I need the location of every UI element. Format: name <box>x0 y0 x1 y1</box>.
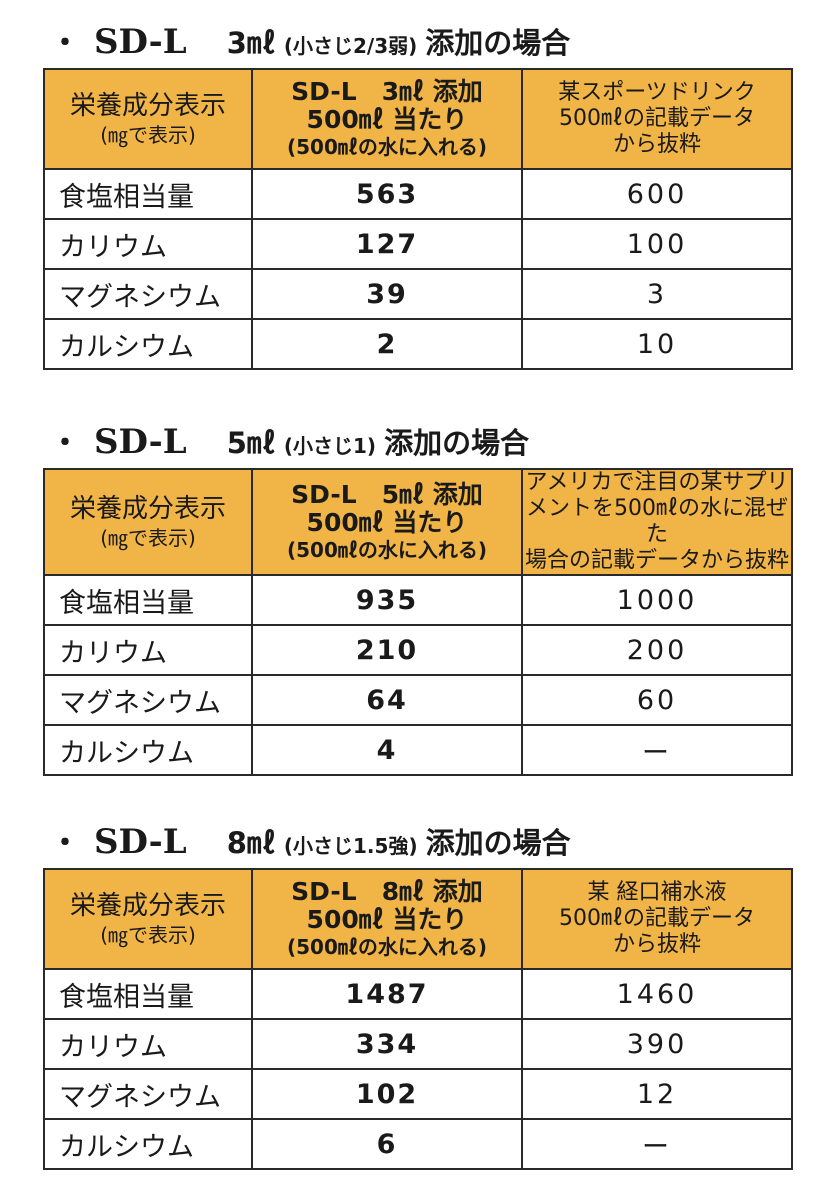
compare-value: 60 <box>521 674 793 726</box>
amount: 3㎖ <box>226 26 276 60</box>
section-title: ・ SD-L 5㎖ (小さじ1) 添加の場合 <box>50 418 529 462</box>
sdl-value: 563 <box>251 168 523 220</box>
nutrient-label: カルシウム <box>43 1118 253 1170</box>
nutrient-label: カリウム <box>43 218 253 270</box>
compare-value: 600 <box>521 168 793 220</box>
header-compare-col: 某スポーツドリンク 500㎖の記載データ から抜粋 <box>521 68 793 170</box>
header-sdl-col: SD-L 5㎖ 添加 500㎖ 当たり (500㎖の水に入れる) <box>251 468 523 576</box>
table-header-row: 栄養成分表示 (㎎で表示) SD-L 8㎖ 添加 500㎖ 当たり (500㎖の… <box>43 868 793 970</box>
sdl-value: 4 <box>251 724 523 776</box>
header-sdl-col: SD-L 8㎖ 添加 500㎖ 当たり (500㎖の水に入れる) <box>251 868 523 970</box>
sdl-value: 6 <box>251 1118 523 1170</box>
spoon-note: (小さじ2/3弱) <box>283 34 418 58</box>
nutrient-label: 食塩相当量 <box>43 968 253 1020</box>
sdl-value: 64 <box>251 674 523 726</box>
table-row: 食塩相当量 935 1000 <box>43 574 793 626</box>
table-row: 食塩相当量 1487 1460 <box>43 968 793 1020</box>
nutrient-label: カルシウム <box>43 318 253 370</box>
product-name: SD-L <box>94 422 187 462</box>
sdl-value: 102 <box>251 1068 523 1120</box>
header-label-col: 栄養成分表示 (㎎で表示) <box>43 468 253 576</box>
table-row: マグネシウム 39 3 <box>43 268 793 320</box>
sdl-value: 210 <box>251 624 523 676</box>
sdl-value: 935 <box>251 574 523 626</box>
compare-value: 390 <box>521 1018 793 1070</box>
nutrient-label: マグネシウム <box>43 1068 253 1120</box>
spoon-note: (小さじ1) <box>283 434 377 458</box>
product-name: SD-L <box>94 22 187 62</box>
header-label-col: 栄養成分表示 (㎎で表示) <box>43 68 253 170</box>
nutrient-label: マグネシウム <box>43 268 253 320</box>
table-row: カリウム 127 100 <box>43 218 793 270</box>
table-row: カリウム 334 390 <box>43 1018 793 1070</box>
nutrient-label: 食塩相当量 <box>43 168 253 220</box>
section-title: ・ SD-L 3㎖ (小さじ2/3弱) 添加の場合 <box>50 18 570 62</box>
header-compare-col: 某 経口補水液 500㎖の記載データ から抜粋 <box>521 868 793 970</box>
nutrition-table: 栄養成分表示 (㎎で表示) SD-L 8㎖ 添加 500㎖ 当たり (500㎖の… <box>43 868 793 1170</box>
nutrition-table: 栄養成分表示 (㎎で表示) SD-L 5㎖ 添加 500㎖ 当たり (500㎖の… <box>43 468 793 776</box>
compare-value: 200 <box>521 624 793 676</box>
spoon-note: (小さじ1.5強) <box>283 834 418 858</box>
compare-value: 1460 <box>521 968 793 1020</box>
bullet: ・ <box>50 26 80 61</box>
nutrient-label: カリウム <box>43 1018 253 1070</box>
sdl-value: 127 <box>251 218 523 270</box>
nutrient-label: 食塩相当量 <box>43 574 253 626</box>
title-suffix: 添加の場合 <box>425 26 571 60</box>
compare-value: 100 <box>521 218 793 270</box>
compare-value: 10 <box>521 318 793 370</box>
sdl-value: 334 <box>251 1018 523 1070</box>
nutrition-table: 栄養成分表示 (㎎で表示) SD-L 3㎖ 添加 500㎖ 当たり (500㎖の… <box>43 68 793 370</box>
header-sdl-col: SD-L 3㎖ 添加 500㎖ 当たり (500㎖の水に入れる) <box>251 68 523 170</box>
table-row: カリウム 210 200 <box>43 624 793 676</box>
amount: 8㎖ <box>226 826 276 860</box>
compare-value: 3 <box>521 268 793 320</box>
section-title: ・ SD-L 8㎖ (小さじ1.5強) 添加の場合 <box>50 818 571 862</box>
table-row: マグネシウム 64 60 <box>43 674 793 726</box>
nutrient-label: マグネシウム <box>43 674 253 726</box>
table-row: カルシウム 6 ー <box>43 1118 793 1170</box>
compare-value: ー <box>521 1118 793 1170</box>
table-header-row: 栄養成分表示 (㎎で表示) SD-L 5㎖ 添加 500㎖ 当たり (500㎖の… <box>43 468 793 576</box>
table-row: マグネシウム 102 12 <box>43 1068 793 1120</box>
table-row: カルシウム 2 10 <box>43 318 793 370</box>
compare-value: 1000 <box>521 574 793 626</box>
sdl-value: 2 <box>251 318 523 370</box>
header-compare-col: アメリカで注目の某サプリ メントを500㎖の水に混ぜた 場合の記載データから抜粋 <box>521 468 793 576</box>
table-header-row: 栄養成分表示 (㎎で表示) SD-L 3㎖ 添加 500㎖ 当たり (500㎖の… <box>43 68 793 170</box>
sdl-value: 1487 <box>251 968 523 1020</box>
bullet: ・ <box>50 426 80 461</box>
amount: 5㎖ <box>226 426 276 460</box>
title-suffix: 添加の場合 <box>384 426 530 460</box>
table-row: 食塩相当量 563 600 <box>43 168 793 220</box>
product-name: SD-L <box>94 822 187 862</box>
nutrient-label: カルシウム <box>43 724 253 776</box>
compare-value: 12 <box>521 1068 793 1120</box>
compare-value: ー <box>521 724 793 776</box>
table-row: カルシウム 4 ー <box>43 724 793 776</box>
nutrient-label: カリウム <box>43 624 253 676</box>
title-suffix: 添加の場合 <box>425 826 571 860</box>
sdl-value: 39 <box>251 268 523 320</box>
bullet: ・ <box>50 826 80 861</box>
header-label-col: 栄養成分表示 (㎎で表示) <box>43 868 253 970</box>
